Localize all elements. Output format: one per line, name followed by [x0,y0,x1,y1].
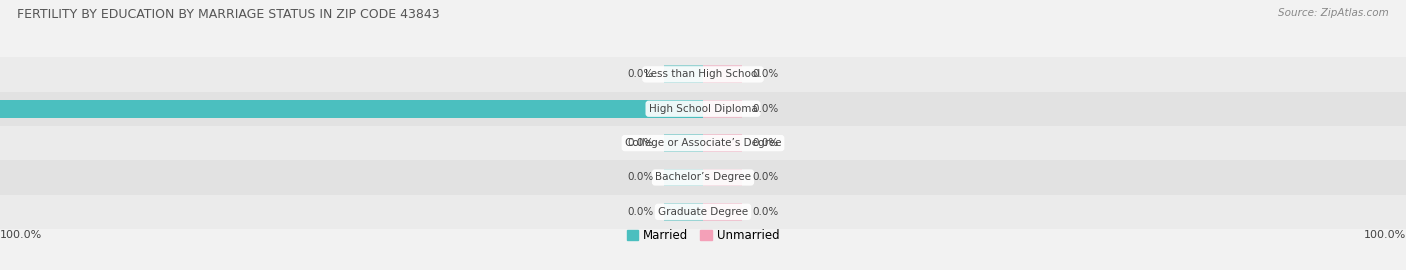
Bar [0,100,703,118]
Bar [703,134,742,152]
Bar [0,126,1406,160]
Bar [665,65,703,83]
Text: 0.0%: 0.0% [627,207,654,217]
Text: 0.0%: 0.0% [627,69,654,79]
Text: 0.0%: 0.0% [627,138,654,148]
Text: FERTILITY BY EDUCATION BY MARRIAGE STATUS IN ZIP CODE 43843: FERTILITY BY EDUCATION BY MARRIAGE STATU… [17,8,440,21]
Text: College or Associate’s Degree: College or Associate’s Degree [624,138,782,148]
Bar [665,134,703,152]
Text: 0.0%: 0.0% [752,173,779,183]
Text: 0.0%: 0.0% [752,104,779,114]
Bar [0,57,1406,92]
Bar [703,203,742,221]
Bar [0,160,1406,195]
Legend: Married, Unmarried: Married, Unmarried [621,224,785,247]
Bar [703,65,742,83]
Bar [0,195,1406,229]
Bar [665,168,703,186]
Bar [665,203,703,221]
Text: Bachelor’s Degree: Bachelor’s Degree [655,173,751,183]
Text: 0.0%: 0.0% [752,207,779,217]
Text: Source: ZipAtlas.com: Source: ZipAtlas.com [1278,8,1389,18]
Text: High School Diploma: High School Diploma [648,104,758,114]
Text: 0.0%: 0.0% [627,173,654,183]
Text: 100.0%: 100.0% [1364,230,1406,240]
Bar [0,92,1406,126]
Bar [703,168,742,186]
Text: 0.0%: 0.0% [752,138,779,148]
Bar [703,100,742,118]
Text: 100.0%: 100.0% [0,230,42,240]
Text: Less than High School: Less than High School [645,69,761,79]
Text: Graduate Degree: Graduate Degree [658,207,748,217]
Text: 0.0%: 0.0% [752,69,779,79]
